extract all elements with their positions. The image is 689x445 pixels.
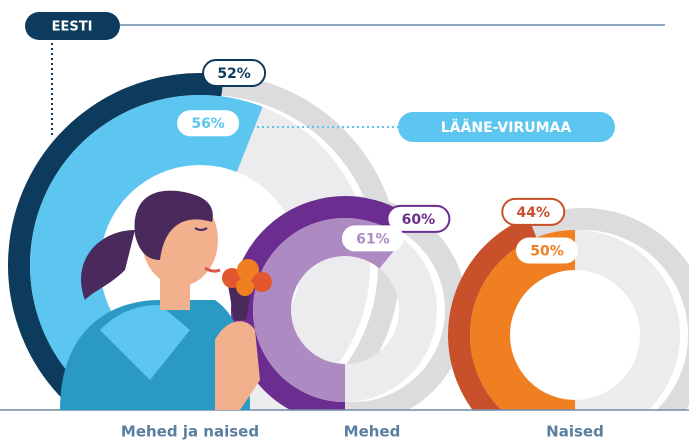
value-label: 50%: [530, 244, 564, 260]
ring-arc: [470, 230, 576, 410]
ring-arc: [8, 73, 225, 410]
value-pill: [516, 237, 579, 264]
value-pill: [501, 197, 566, 226]
value-label: 61%: [356, 231, 390, 247]
value-label: 56%: [191, 116, 225, 132]
category-label: Naised: [546, 423, 604, 441]
value-pill: [202, 59, 267, 88]
value-pill: [177, 110, 240, 137]
category-label: Mehed ja naised: [121, 423, 259, 441]
legend-label: EESTI: [52, 20, 93, 35]
ring-arc: [448, 216, 537, 410]
category-label: Mehed: [344, 423, 401, 441]
legend-label: LÄÄNE-VIRUMAA: [441, 119, 572, 136]
legend-pill: [25, 12, 120, 40]
value-label: 52%: [217, 66, 251, 82]
value-pill: [386, 204, 451, 233]
legend-pill: [398, 112, 615, 142]
value-label: 44%: [516, 205, 550, 221]
value-label: 60%: [402, 212, 436, 228]
value-pill: [341, 225, 404, 252]
illustration: [60, 190, 272, 410]
